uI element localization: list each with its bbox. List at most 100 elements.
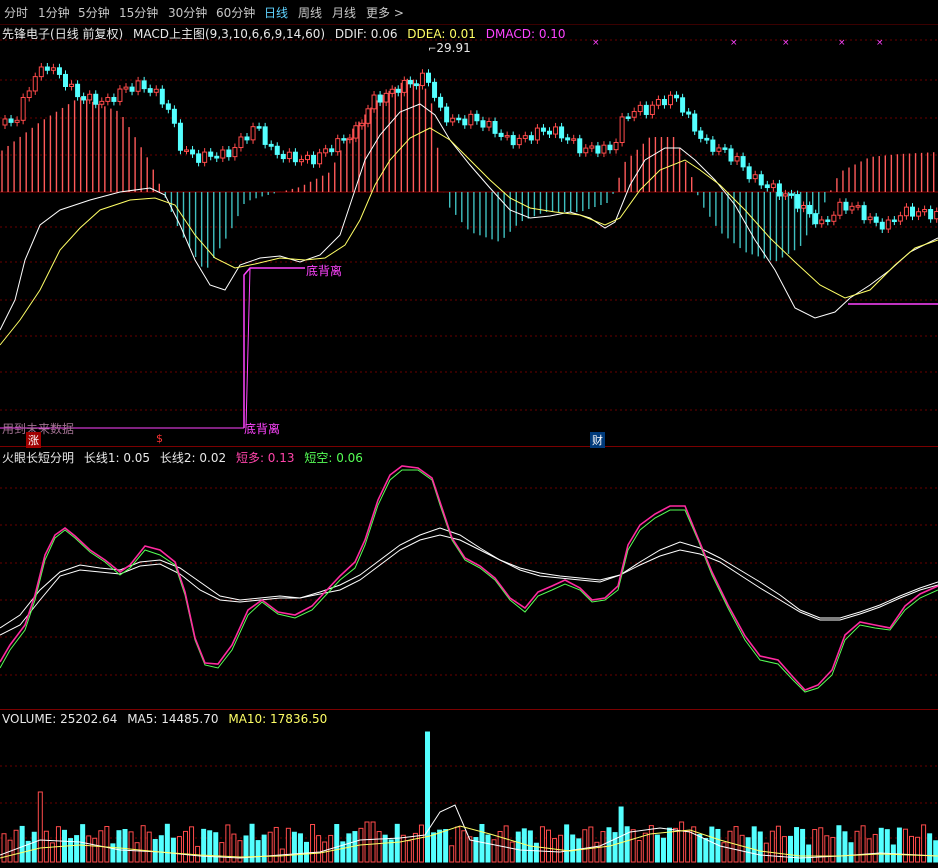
volume-bar	[552, 838, 558, 863]
candle-body	[504, 135, 510, 138]
candle-body	[861, 205, 867, 221]
candlesticks	[2, 62, 938, 234]
volume-bar	[503, 825, 509, 863]
candle-body	[613, 142, 619, 151]
candle-body	[752, 174, 758, 180]
volume-bar	[110, 843, 116, 863]
candle-body	[244, 136, 250, 141]
volume-bar	[55, 826, 61, 863]
tab-60min[interactable]: 60分钟	[216, 6, 256, 20]
rise-marker[interactable]: 涨	[26, 432, 41, 448]
candle-body	[389, 88, 395, 94]
volume-bar	[618, 806, 624, 863]
mid-panel-legend: 火眼长短分明 长线1: 0.05 长线2: 0.02 短多: 0.13 短空: …	[2, 449, 369, 466]
finance-marker[interactable]: 财	[590, 432, 605, 448]
volume-bar	[812, 829, 818, 863]
volume-bar	[104, 825, 110, 863]
short-bear-value: 短空: 0.06	[304, 451, 363, 465]
candle-body	[661, 99, 667, 106]
candle-body	[177, 122, 183, 151]
volume-bar	[775, 825, 781, 863]
volume-bar	[691, 826, 697, 863]
volume-bar	[884, 829, 890, 863]
candle-body	[583, 147, 589, 154]
macd-histogram	[1, 78, 935, 268]
candle-body	[916, 211, 922, 217]
candle-body	[710, 139, 716, 152]
candle-body	[401, 79, 407, 93]
short-bull-line	[0, 465, 938, 691]
candle-body	[129, 86, 135, 92]
volume-bar	[340, 841, 346, 863]
candle-body	[897, 215, 903, 222]
candle-body	[365, 108, 371, 124]
tab-more[interactable]: 更多 >	[366, 6, 404, 20]
volume-bar	[291, 831, 297, 863]
volume-bar	[382, 834, 388, 863]
volume-bar	[449, 845, 455, 863]
candle-body	[347, 137, 353, 141]
candle-body	[105, 96, 111, 102]
tab-1min[interactable]: 1分钟	[38, 6, 70, 20]
candle-body	[801, 204, 807, 209]
volume-bar	[261, 834, 267, 863]
candle-body	[637, 104, 643, 113]
candle-body	[81, 96, 87, 101]
tab-weekly[interactable]: 周线	[298, 6, 323, 20]
tab-15min[interactable]: 15分钟	[119, 6, 159, 20]
volume-bar	[473, 837, 479, 863]
candle-body	[698, 130, 704, 139]
candle-body	[867, 216, 873, 221]
stock-name: 先锋电子	[2, 27, 51, 41]
volume-value: VOLUME: 25202.64	[2, 712, 118, 726]
volume-bar	[1, 833, 7, 863]
dmacd-value: DMACD: 0.10	[485, 27, 566, 41]
candle-body	[553, 126, 559, 135]
candle-body	[184, 149, 189, 152]
short-bull-value: 短多: 0.13	[235, 451, 295, 465]
candle-body	[444, 106, 450, 123]
candle-body	[891, 219, 897, 223]
volume-ma10-line	[0, 825, 938, 859]
volume-bar	[310, 823, 316, 863]
candle-body	[910, 206, 915, 217]
candle-body	[165, 103, 171, 110]
candle-body	[395, 88, 401, 93]
candle-body	[674, 94, 680, 99]
volume-bar	[152, 839, 158, 863]
svg-text:×: ×	[782, 38, 790, 48]
candle-body	[782, 193, 788, 197]
candle-body	[305, 154, 310, 161]
dividend-marker[interactable]: $	[156, 432, 163, 445]
tab-5min[interactable]: 5分钟	[78, 6, 110, 20]
candle-body	[928, 209, 934, 220]
indicator-name: MACD上主图(9,3,10,6,6,9,14,60)	[133, 27, 326, 41]
candle-body	[208, 151, 214, 157]
tab-intraday[interactable]: 分时	[4, 6, 29, 20]
volume-bar	[709, 826, 715, 863]
volume-bar	[848, 842, 854, 863]
candle-body	[220, 149, 226, 159]
candle-body	[825, 219, 831, 222]
ddea-value: DDEA: 0.01	[407, 27, 476, 41]
volume-bar	[558, 834, 564, 863]
candle-body	[383, 92, 389, 103]
candle-body	[704, 137, 710, 141]
tab-daily[interactable]: 日线	[264, 6, 289, 20]
period-tabbar: 分时 1分钟 5分钟 15分钟 30分钟 60分钟 日线 周线 月线 更多 >	[0, 0, 938, 25]
candle-body	[286, 151, 292, 160]
tab-monthly[interactable]: 月线	[332, 6, 357, 20]
candle-body	[619, 116, 625, 144]
candle-body	[534, 127, 540, 141]
volume-bar	[455, 826, 461, 863]
volume-bar	[800, 828, 806, 863]
tab-30min[interactable]: 30分钟	[168, 6, 208, 20]
volume-bar	[431, 832, 437, 863]
volume-bar	[388, 839, 394, 863]
candle-body	[87, 93, 93, 101]
volume-bar	[739, 834, 745, 863]
ma10-value: MA10: 17836.50	[228, 712, 328, 726]
volume-bar	[697, 834, 703, 863]
candle-body	[795, 194, 801, 209]
